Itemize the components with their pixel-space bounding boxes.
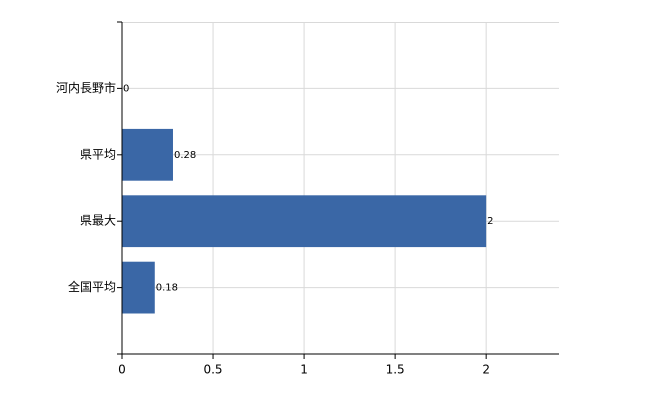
bar (122, 128, 173, 181)
y-tick-label: 河内長野市 (56, 80, 116, 95)
y-tick-label: 県最大 (80, 214, 116, 228)
value-label: 0.18 (156, 283, 178, 294)
x-tick-label: 1 (300, 363, 308, 377)
value-label: 2 (487, 216, 493, 227)
x-tick-label: 2 (482, 363, 490, 377)
value-label: 0.28 (174, 150, 196, 161)
value-label: 0 (123, 83, 129, 94)
bar (122, 261, 155, 314)
bar (122, 195, 487, 248)
y-tick-label: 県平均 (80, 147, 116, 161)
x-tick-label: 1.5 (386, 363, 405, 377)
x-tick-label: 0.5 (203, 363, 222, 377)
x-tick-label: 0 (118, 363, 126, 377)
y-tick-label: 全国平均 (68, 279, 116, 294)
